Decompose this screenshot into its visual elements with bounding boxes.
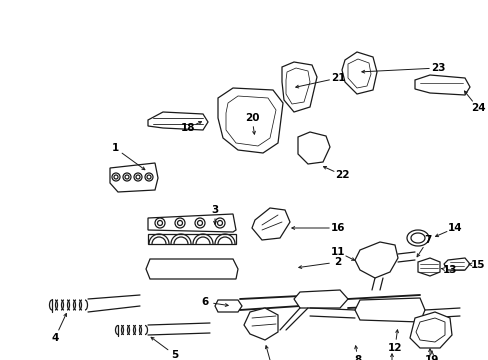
Polygon shape <box>215 300 242 312</box>
Circle shape <box>217 220 222 225</box>
Polygon shape <box>148 112 207 130</box>
Polygon shape <box>225 96 275 146</box>
Circle shape <box>175 218 184 228</box>
Polygon shape <box>282 62 316 112</box>
Polygon shape <box>285 68 309 104</box>
Text: 3: 3 <box>211 205 218 215</box>
Circle shape <box>112 173 120 181</box>
Text: 21: 21 <box>330 73 345 83</box>
Circle shape <box>114 175 118 179</box>
Text: 6: 6 <box>201 297 208 307</box>
Circle shape <box>147 175 151 179</box>
Text: 4: 4 <box>51 333 59 343</box>
Polygon shape <box>443 258 469 270</box>
Text: 13: 13 <box>442 265 456 275</box>
Circle shape <box>136 175 140 179</box>
Text: 20: 20 <box>244 113 259 123</box>
Polygon shape <box>148 214 236 232</box>
Polygon shape <box>148 234 236 244</box>
Text: 16: 16 <box>330 223 345 233</box>
Text: 14: 14 <box>447 223 461 233</box>
Circle shape <box>215 218 224 228</box>
Polygon shape <box>354 242 397 278</box>
Polygon shape <box>218 88 283 153</box>
Polygon shape <box>409 312 451 348</box>
Polygon shape <box>354 298 424 322</box>
Text: 11: 11 <box>330 247 345 257</box>
Text: 18: 18 <box>181 123 195 133</box>
Text: 12: 12 <box>387 343 402 353</box>
Polygon shape <box>293 290 347 308</box>
Circle shape <box>155 218 164 228</box>
Text: 15: 15 <box>470 260 484 270</box>
Polygon shape <box>414 75 469 95</box>
Polygon shape <box>251 208 289 240</box>
Text: 2: 2 <box>334 257 341 267</box>
Text: 8: 8 <box>354 355 361 360</box>
Polygon shape <box>341 52 376 94</box>
Circle shape <box>123 173 131 181</box>
Circle shape <box>157 220 162 225</box>
Circle shape <box>177 220 182 225</box>
Polygon shape <box>244 308 278 340</box>
Text: 1: 1 <box>111 143 119 153</box>
Polygon shape <box>347 59 370 88</box>
Circle shape <box>125 175 129 179</box>
Text: 19: 19 <box>424 355 438 360</box>
Circle shape <box>195 218 204 228</box>
Polygon shape <box>415 318 444 342</box>
Polygon shape <box>110 163 158 192</box>
Text: 7: 7 <box>424 235 431 245</box>
Polygon shape <box>417 258 439 276</box>
Polygon shape <box>146 259 238 279</box>
Text: 24: 24 <box>470 103 484 113</box>
Circle shape <box>145 173 153 181</box>
Text: 5: 5 <box>171 350 178 360</box>
Text: 22: 22 <box>334 170 348 180</box>
Polygon shape <box>297 132 329 164</box>
Circle shape <box>134 173 142 181</box>
Text: 23: 23 <box>430 63 445 73</box>
Circle shape <box>197 220 202 225</box>
